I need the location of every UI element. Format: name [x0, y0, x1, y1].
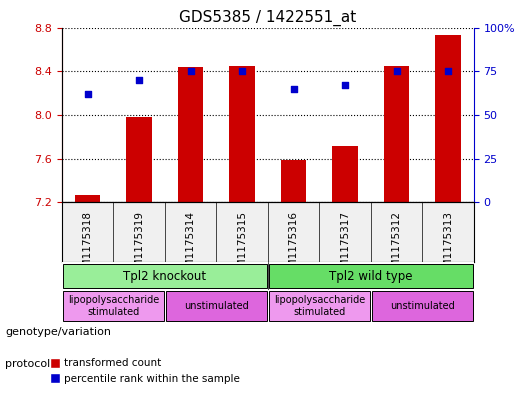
Text: Tpl2 wild type: Tpl2 wild type [329, 270, 413, 283]
Text: protocol: protocol [5, 358, 50, 369]
Bar [126, 117, 152, 202]
FancyBboxPatch shape [269, 264, 473, 288]
Point [238, 68, 246, 74]
Point [341, 82, 349, 88]
FancyBboxPatch shape [63, 292, 164, 321]
Legend: transformed count, percentile rank within the sample: transformed count, percentile rank withi… [46, 354, 244, 388]
FancyBboxPatch shape [372, 292, 473, 321]
Point [444, 68, 452, 74]
Point [289, 86, 298, 92]
Point [186, 68, 195, 74]
Bar [281, 160, 306, 202]
Bar [229, 66, 255, 202]
Text: lipopolysaccharide
stimulated: lipopolysaccharide stimulated [67, 295, 159, 317]
Text: GSM1175316: GSM1175316 [288, 211, 299, 281]
Point [135, 77, 143, 83]
Text: unstimulated: unstimulated [390, 301, 455, 311]
Bar [435, 35, 461, 202]
Text: GSM1175313: GSM1175313 [443, 211, 453, 281]
Bar [332, 145, 358, 202]
Bar [75, 195, 100, 202]
Text: GSM1175318: GSM1175318 [82, 211, 93, 281]
Text: lipopolysaccharide
stimulated: lipopolysaccharide stimulated [273, 295, 365, 317]
FancyBboxPatch shape [63, 264, 267, 288]
Text: genotype/variation: genotype/variation [5, 327, 111, 337]
Point [392, 68, 401, 74]
Point [83, 91, 92, 97]
Bar [178, 67, 203, 202]
Text: GSM1175314: GSM1175314 [185, 211, 196, 281]
Text: GSM1175319: GSM1175319 [134, 211, 144, 281]
Text: GSM1175315: GSM1175315 [237, 211, 247, 281]
Text: GSM1175317: GSM1175317 [340, 211, 350, 281]
Text: unstimulated: unstimulated [184, 301, 249, 311]
Title: GDS5385 / 1422551_at: GDS5385 / 1422551_at [179, 10, 356, 26]
FancyBboxPatch shape [166, 292, 267, 321]
Bar [384, 66, 409, 202]
Text: Tpl2 knockout: Tpl2 knockout [123, 270, 207, 283]
FancyBboxPatch shape [269, 292, 370, 321]
Text: GSM1175312: GSM1175312 [391, 211, 402, 281]
